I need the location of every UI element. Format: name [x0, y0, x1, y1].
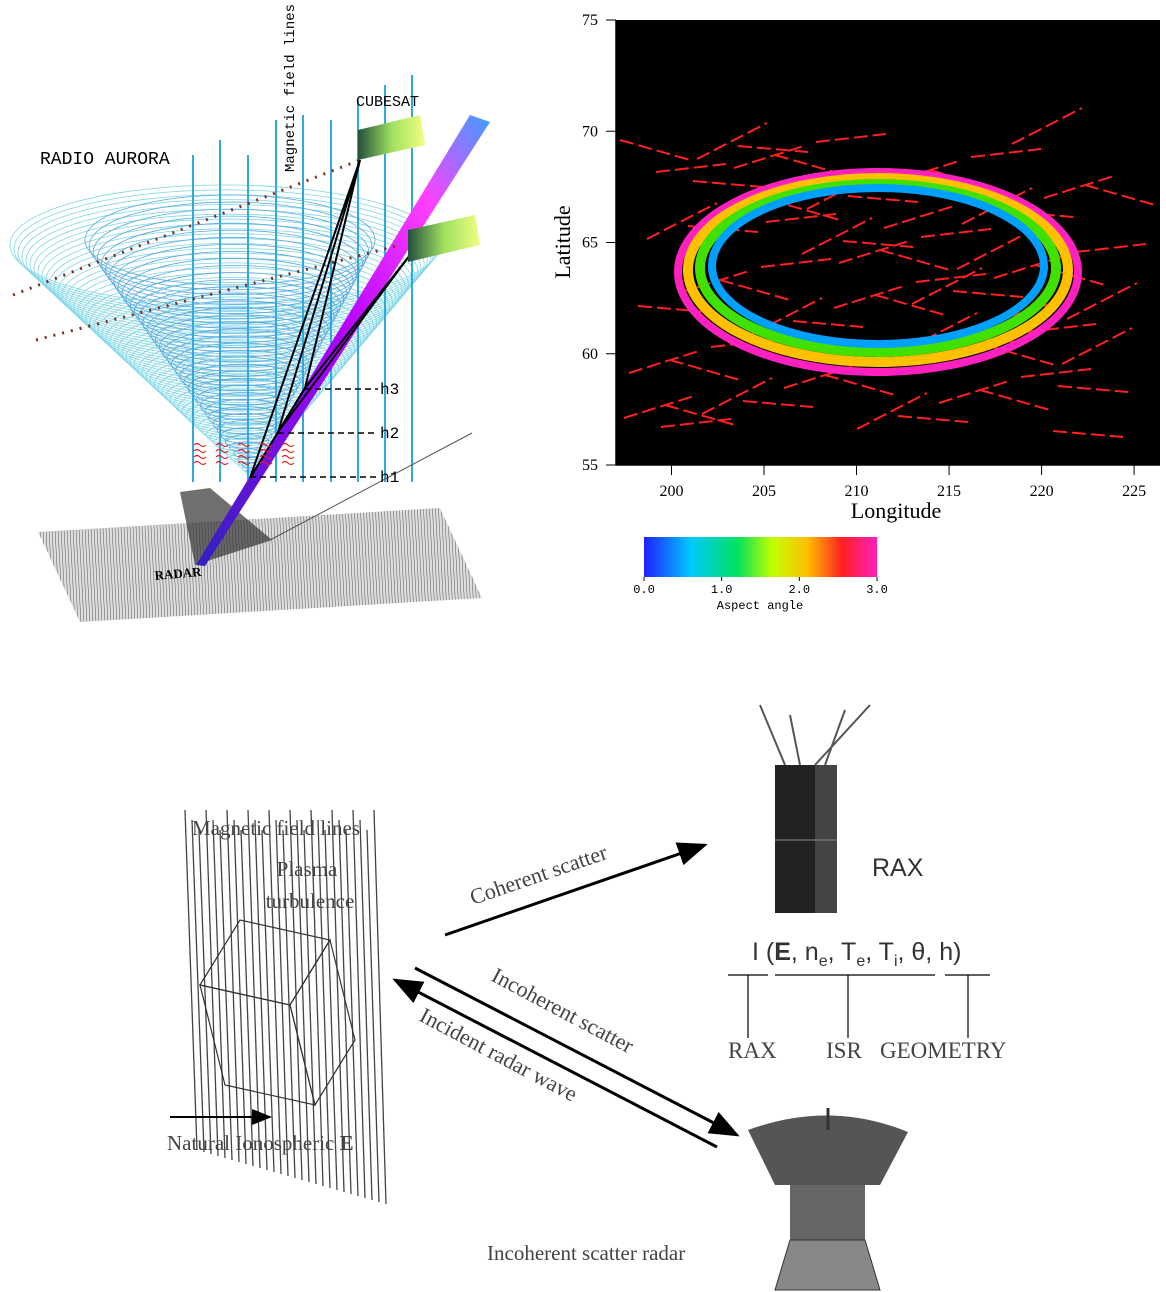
colorbar-label: Aspect angle [717, 599, 803, 613]
plasma-label: Plasma [277, 857, 338, 881]
formula-part: , T [865, 938, 894, 966]
antenna [825, 710, 845, 765]
field-line [241, 830, 253, 1166]
height-label: h2 [380, 425, 399, 443]
y-tick-label: 65 [582, 235, 598, 252]
antenna [790, 715, 800, 765]
wave [282, 462, 294, 465]
x-tick-label: 225 [1122, 483, 1146, 500]
formula-sub: e [819, 953, 828, 970]
field-line [199, 830, 211, 1154]
field-line [374, 810, 386, 1204]
wave [194, 462, 206, 465]
plasma-label: turbulence [266, 889, 355, 913]
wave [216, 462, 228, 465]
aurora-diagram: RADIO AURORA CUBESAT Magnetic field line… [10, 4, 490, 622]
colorbar-tick-label: 1.0 [711, 583, 733, 597]
field-line [367, 830, 379, 1202]
page: RADIO AURORA CUBESAT Magnetic field line… [0, 0, 1166, 1292]
wave [282, 444, 294, 447]
body-left [775, 765, 815, 913]
aspect-angle-chart: Longitude Latitude Aspect angle 200 205 21… [550, 12, 1160, 613]
x-tick-label: 215 [937, 483, 961, 500]
rax-satellite [760, 705, 870, 913]
radar-label: Incoherent scatter radar [487, 1241, 685, 1265]
wave [216, 456, 228, 459]
field-line [185, 810, 197, 1150]
field-lines-label: Magnetic field lines [192, 816, 360, 840]
x-tick-label: 205 [752, 483, 776, 500]
formula-part: E [774, 938, 791, 966]
field-lines-label: Magnetic field lines [283, 4, 299, 172]
height-label: h1 [380, 469, 399, 487]
height-label: h3 [380, 381, 399, 399]
ground-plane [38, 508, 482, 622]
isr-dish [748, 1108, 908, 1290]
y-tick-label: 60 [582, 346, 598, 363]
formula-brackets [728, 975, 990, 1038]
cubesat-label: CUBESAT [356, 94, 419, 111]
field-line [360, 820, 372, 1200]
colorbar [644, 537, 877, 577]
wave [282, 456, 294, 459]
bracket-label: ISR [826, 1038, 862, 1063]
colorbar-tick-label: 2.0 [789, 583, 811, 597]
formula-sub: e [856, 953, 865, 970]
antenna [760, 705, 785, 765]
bracket-label: RAX [728, 1038, 777, 1063]
wave [194, 444, 206, 447]
colorbar-tick-label: 3.0 [866, 583, 888, 597]
rax-label: RAX [872, 854, 924, 882]
y-tick-label: 70 [582, 123, 598, 140]
x-axis-title: Longitude [851, 498, 941, 523]
x-tick-label: 210 [845, 483, 869, 500]
base [775, 1240, 880, 1290]
x-tick-label: 200 [660, 483, 684, 500]
coherent-label: Coherent scatter [466, 839, 611, 910]
formula: I (E, ne, Te, Ti, θ, h) [752, 938, 961, 970]
y-tick-label: 55 [582, 457, 598, 474]
formula-part: , n [791, 938, 819, 966]
aurora-title: RADIO AURORA [40, 150, 170, 170]
e-field-text: Natural Ionospheric [167, 1131, 334, 1155]
incoherent-arrow [415, 968, 737, 1135]
y-axis-title: Latitude [550, 205, 575, 278]
e-field-label: Natural Ionospheric E [167, 1131, 354, 1155]
field-line [234, 820, 246, 1164]
rax-diagram: Magnetic field lines Plasma turbulence N… [167, 705, 1007, 1290]
field-line [206, 810, 218, 1156]
bracket-label: GEOMETRY [880, 1038, 1007, 1063]
wave [194, 456, 206, 459]
colorbar-tick-label: 0.0 [633, 583, 655, 597]
pedestal [790, 1185, 865, 1240]
e-field-symbol: E [340, 1131, 354, 1155]
formula-part: I ( [752, 938, 775, 966]
field-line [227, 810, 239, 1162]
wave [194, 450, 206, 453]
formula-part: , T [828, 938, 857, 966]
wave [282, 450, 294, 453]
figure: RADIO AURORA CUBESAT Magnetic field line… [0, 0, 1166, 1292]
field-line [353, 810, 365, 1198]
cubesat-1 [358, 115, 425, 160]
body-right [815, 765, 837, 913]
path [250, 160, 360, 478]
field-line [220, 830, 232, 1160]
field-line [248, 810, 260, 1168]
y-tick-label: 75 [582, 12, 598, 29]
x-tick-label: 220 [1030, 483, 1054, 500]
formula-part: , θ, h) [898, 938, 962, 966]
